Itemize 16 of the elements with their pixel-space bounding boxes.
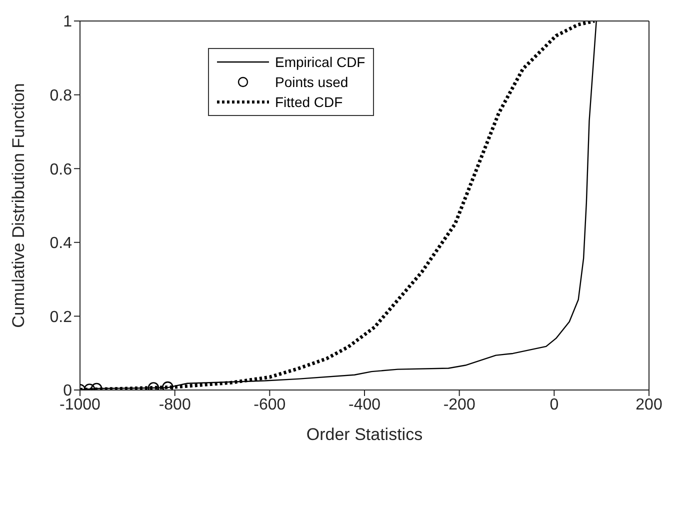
legend-label: Points used [275, 74, 348, 90]
y-tick-label: 0.6 [50, 161, 72, 178]
x-tick-label: -600 [254, 396, 286, 414]
x-tick-label: 200 [636, 396, 662, 414]
y-tick-label: 1 [63, 14, 72, 31]
y-tick-label: 0.8 [50, 87, 72, 104]
x-axis-title: Order Statistics [306, 425, 423, 444]
x-tick-label: -800 [158, 396, 191, 414]
y-tick-label: 0.4 [50, 235, 72, 252]
legend-label: Fitted CDF [275, 94, 343, 110]
x-tick-label: 0 [550, 396, 559, 414]
x-tick-label: -400 [348, 396, 381, 414]
y-axis-title: Cumulative Distribution Function [9, 83, 28, 328]
legend-label: Empirical CDF [275, 54, 366, 70]
y-tick-label: 0.2 [50, 308, 72, 326]
x-tick-label: -200 [443, 396, 476, 414]
